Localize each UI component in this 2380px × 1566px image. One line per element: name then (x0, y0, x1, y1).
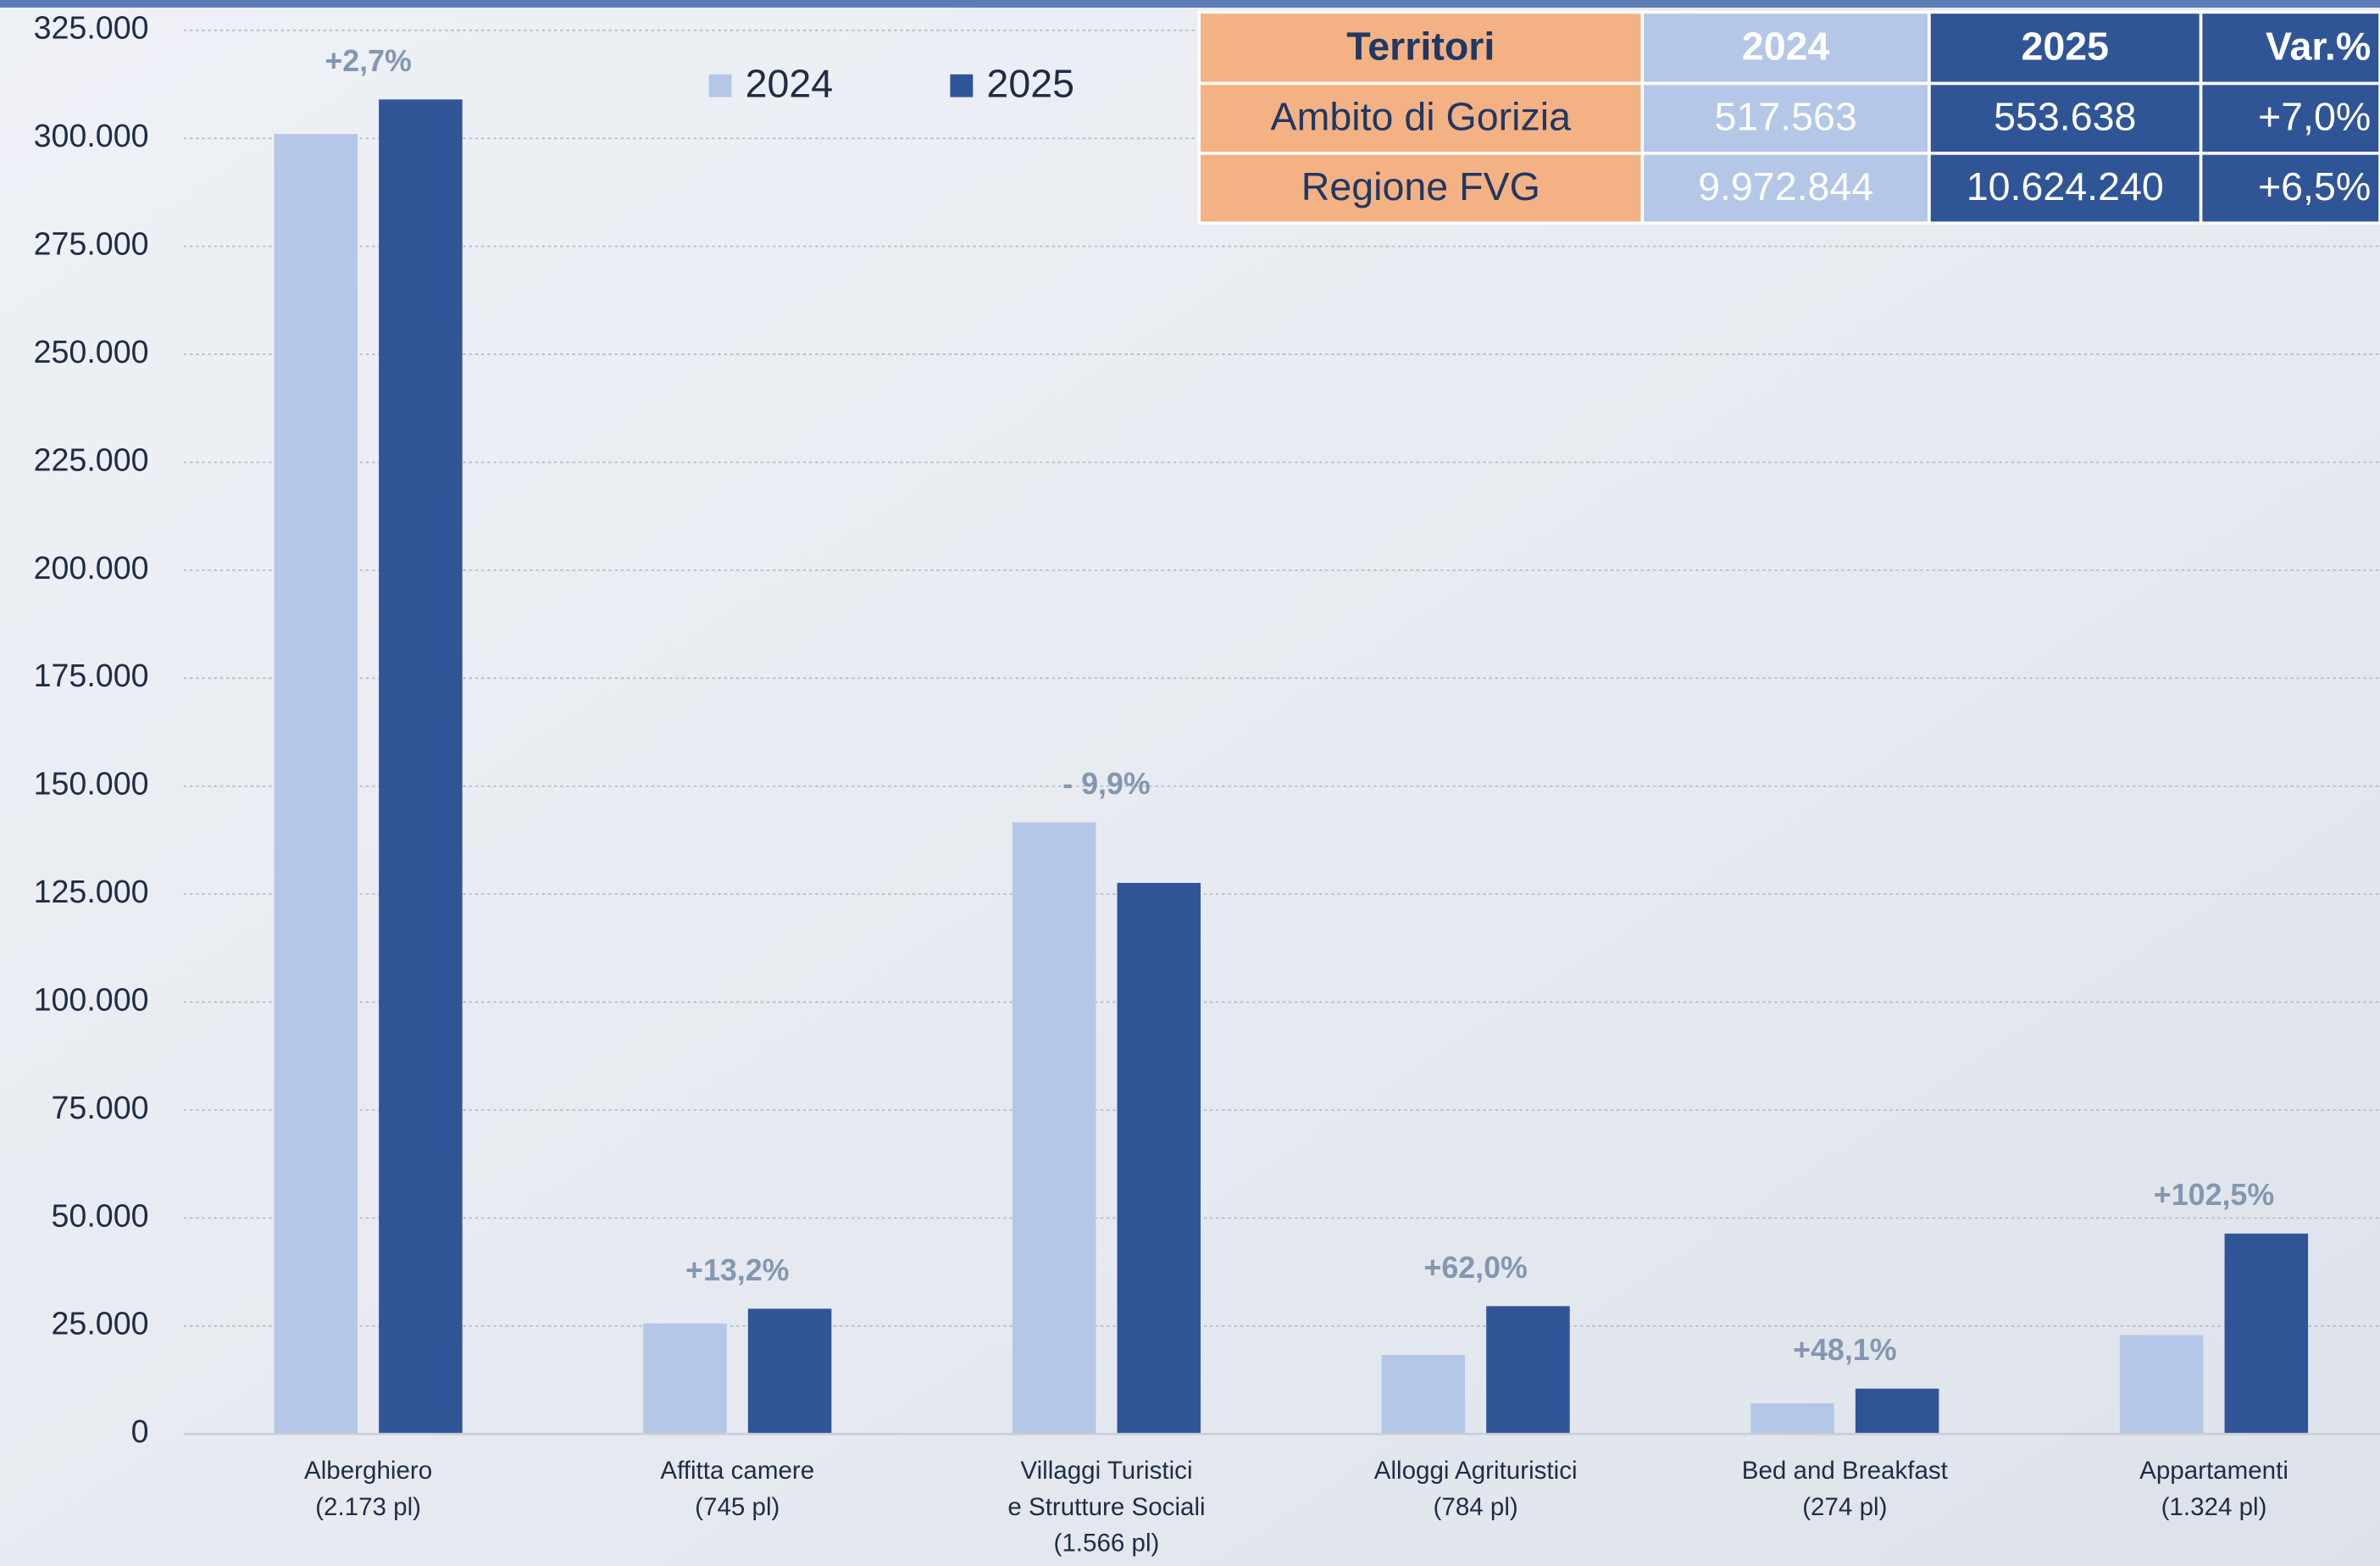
variation-label: +2,7% (325, 44, 412, 78)
table-text: 10.624.240 (1967, 164, 2164, 208)
table-text: Ambito di Gorizia (1271, 95, 1572, 139)
variation-label: +102,5% (2154, 1178, 2274, 1212)
legend-label: 2025 (986, 61, 1074, 105)
y-tick-label: 325.000 (34, 10, 149, 46)
bar (643, 1324, 727, 1434)
page-body: {"chart_data": {"type": "bar", "categori… (0, 0, 2380, 1566)
y-tick-label: 275.000 (34, 226, 149, 262)
bar (1486, 1306, 1570, 1434)
x-tick-label: e Strutture Sociali (1007, 1493, 1205, 1521)
bar (748, 1308, 832, 1434)
top-band (0, 0, 2380, 8)
legend-label: 2024 (746, 61, 834, 105)
bar (2225, 1234, 2309, 1434)
legend-swatch (950, 75, 973, 97)
x-tick-label: (2.173 pl) (315, 1493, 421, 1521)
bar (1012, 823, 1096, 1435)
table-text: 517.563 (1714, 95, 1856, 139)
x-tick-label: Alberghiero (304, 1457, 432, 1485)
variation-label: +48,1% (1793, 1333, 1896, 1367)
table-text: +7,0% (2258, 95, 2371, 139)
y-tick-label: 250.000 (34, 334, 149, 369)
bar (1118, 883, 1201, 1434)
x-tick-label: Alloggi Agrituristici (1374, 1457, 1578, 1485)
y-tick-label: 50.000 (51, 1197, 148, 1233)
variation-label: +62,0% (1423, 1251, 1527, 1285)
x-tick-label: (1.566 pl) (1054, 1530, 1160, 1558)
table-text: Territori (1346, 25, 1495, 69)
table-text: 9.972.844 (1698, 164, 1873, 208)
y-tick-label: 150.000 (34, 766, 149, 802)
variation-label: +13,2% (685, 1253, 789, 1287)
y-tick-label: 200.000 (34, 550, 149, 586)
table-text: 2024 (1742, 25, 1830, 69)
bar (379, 99, 463, 1434)
table-text: Var.% (2266, 25, 2371, 69)
x-tick-label: (1.324 pl) (2161, 1493, 2267, 1521)
x-tick-label: (784 pl) (1434, 1493, 1518, 1521)
x-tick-label: Villaggi Turistici (1020, 1457, 1192, 1485)
y-tick-label: 75.000 (51, 1090, 148, 1125)
x-tick-label: Appartamenti (2139, 1457, 2288, 1485)
y-tick-label: 175.000 (34, 658, 149, 693)
table-text: 553.638 (1994, 95, 2136, 139)
x-tick-label: Affitta camere (660, 1457, 814, 1485)
bar (1382, 1355, 1466, 1434)
x-tick-label: Bed and Breakfast (1742, 1457, 1948, 1485)
table-text: 2025 (2021, 25, 2109, 69)
y-tick-label: 25.000 (51, 1306, 148, 1341)
y-tick-label: 125.000 (34, 874, 149, 909)
y-tick-label: 225.000 (34, 441, 149, 477)
bar (1750, 1403, 1834, 1434)
bar (2120, 1335, 2204, 1434)
legend-swatch (709, 75, 732, 97)
bar (275, 134, 358, 1434)
table-text: +6,5% (2258, 164, 2371, 208)
bar (1856, 1389, 1939, 1435)
y-tick-label: 300.000 (34, 118, 149, 153)
x-tick-label: (274 pl) (1802, 1493, 1887, 1521)
y-tick-label: 100.000 (34, 981, 149, 1017)
x-tick-label: (745 pl) (695, 1493, 779, 1521)
page: Presenze per tipologia html, body { marg… (0, 0, 2380, 1566)
table-text: Regione FVG (1301, 164, 1540, 208)
y-tick-label: 0 (131, 1413, 149, 1449)
variation-label: - 9,9% (1062, 767, 1151, 801)
chart: 0 25.000 50.000 75.000 100.000 125.000 150.000… (0, 0, 2380, 1566)
